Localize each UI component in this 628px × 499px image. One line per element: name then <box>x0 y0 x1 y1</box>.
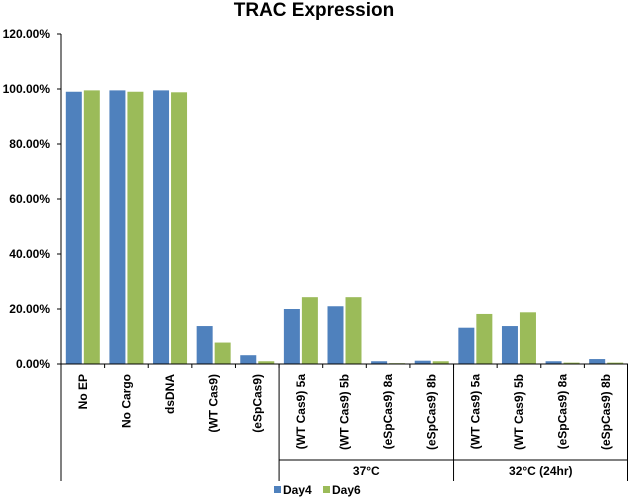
bar-day6-5 <box>301 297 318 364</box>
y-tick-label: 120.00% <box>3 27 51 41</box>
bar-day4-7 <box>371 361 388 364</box>
x-category-label: dsDNA <box>163 374 177 414</box>
x-category-label: (WT Cas9) 5a <box>468 374 482 450</box>
y-tick-label: 80.00% <box>9 137 50 151</box>
bar-day6-0 <box>83 90 100 364</box>
bar-day4-1 <box>109 90 126 364</box>
y-tick-label: 100.00% <box>3 82 51 96</box>
y-tick-label: 20.00% <box>9 302 50 316</box>
bar-day4-0 <box>65 91 82 364</box>
bar-day6-11 <box>563 362 580 364</box>
bar-day6-2 <box>171 92 188 365</box>
chart-title: TRAC Expression <box>234 0 394 21</box>
bar-day4-8 <box>414 360 431 364</box>
group-label: 32°C (24hr) <box>509 464 573 478</box>
legend-label-day6: Day6 <box>332 483 361 497</box>
bar-day4-10 <box>501 326 518 364</box>
bar-day4-3 <box>196 326 213 364</box>
y-tick-label: 60.00% <box>9 192 50 206</box>
x-category-label: (eSpCas9) 8a <box>381 374 395 450</box>
x-category-label: (eSpCas9) 8b <box>425 374 439 450</box>
bar-day6-8 <box>432 361 449 364</box>
x-category-label: (eSpCas9) <box>250 374 264 433</box>
bar-day6-4 <box>258 361 275 364</box>
y-tick-label: 40.00% <box>9 247 50 261</box>
bar-day6-9 <box>476 313 493 364</box>
legend-swatch-day4 <box>274 486 281 493</box>
bar-day6-1 <box>127 91 144 364</box>
x-category-label: (WT Cas9) <box>207 374 221 433</box>
group-label: 37°C <box>353 464 380 478</box>
x-category-label: (eSpCas9) 8a <box>556 374 570 450</box>
x-category-label: (WT Cas9) 5b <box>338 374 352 450</box>
legend-label-day4: Day4 <box>283 483 312 497</box>
bar-day4-2 <box>153 90 170 364</box>
x-category-label: (WT Cas9) 5b <box>512 374 526 450</box>
x-category-label: No EP <box>76 374 90 409</box>
bar-day6-6 <box>345 297 362 364</box>
bar-day4-11 <box>545 361 562 364</box>
x-category-label: No Cargo <box>119 374 133 428</box>
bar-day4-4 <box>240 355 257 364</box>
bar-day4-5 <box>283 309 300 364</box>
bar-day6-10 <box>519 312 536 364</box>
x-category-label: (eSpCas9) 8b <box>599 374 613 450</box>
bar-day4-6 <box>327 306 344 364</box>
bar-day6-3 <box>214 342 231 364</box>
legend-swatch-day6 <box>323 486 330 493</box>
bar-day6-12 <box>607 362 624 364</box>
y-tick-label: 0.00% <box>16 357 50 371</box>
chart-legend: Day4 Day6 <box>274 483 361 497</box>
bar-day4-12 <box>589 359 606 364</box>
x-category-label: (WT Cas9) 5a <box>294 374 308 450</box>
bar-day4-9 <box>458 327 475 364</box>
